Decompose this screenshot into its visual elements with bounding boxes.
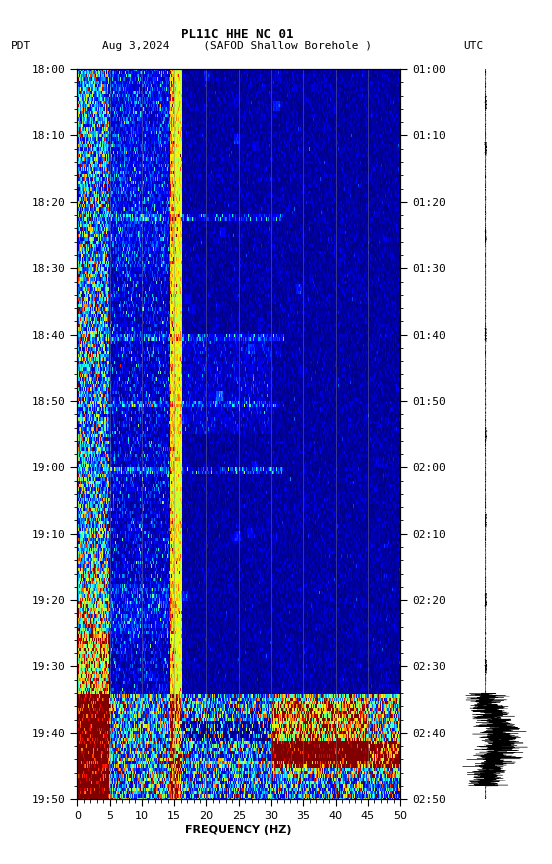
Text: UTC: UTC	[464, 41, 484, 51]
X-axis label: FREQUENCY (HZ): FREQUENCY (HZ)	[185, 825, 292, 835]
Text: PDT: PDT	[11, 41, 31, 51]
Text: PL11C HHE NC 01: PL11C HHE NC 01	[181, 28, 294, 41]
Text: Aug 3,2024     (SAFOD Shallow Borehole ): Aug 3,2024 (SAFOD Shallow Borehole )	[102, 41, 373, 51]
